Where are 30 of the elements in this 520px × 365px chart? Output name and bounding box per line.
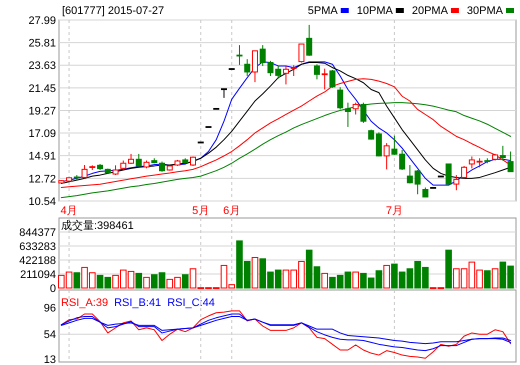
y-tick-label: 19.27 (28, 105, 56, 118)
legend-label: 20PMA (412, 5, 449, 17)
legend-label: 10PMA (356, 5, 394, 17)
y-tick-label: 96 (44, 302, 56, 315)
y-tick-label: 14.91 (28, 150, 56, 163)
x-tick-label: 4月 (60, 205, 78, 217)
legend-label: 30PMA (466, 5, 504, 17)
y-tick-label: 10.54 (28, 196, 56, 208)
series-label: RSI_C:44 (167, 297, 215, 309)
x-tick-label: 5月 (192, 205, 210, 217)
legend-label: 5PMA (308, 5, 338, 17)
x-tick-label: 6月 (223, 205, 240, 217)
y-tick-label: 25.81 (28, 38, 56, 50)
chart-title: [601777] 2015-07-27 (62, 5, 164, 17)
y-tick-label: 54 (44, 329, 56, 342)
series-label: RSI_B:41 (114, 297, 162, 309)
y-tick-label: 27.99 (28, 15, 56, 27)
y-tick-label: 13 (44, 354, 56, 365)
y-tick-label: 17.09 (28, 128, 56, 140)
y-tick-label: 211094 (20, 268, 56, 281)
y-tick-label: 422188 (19, 254, 56, 267)
y-tick-label: 21.45 (28, 82, 56, 95)
y-tick-label: 12.72 (28, 173, 56, 186)
x-tick-label: 7月 (386, 205, 403, 217)
y-tick-label: 633283 (19, 240, 56, 253)
y-tick-label: 0 (50, 283, 56, 295)
y-tick-label: 23.63 (28, 60, 56, 72)
series-label: RSI_A:39 (61, 297, 108, 309)
chart-title: 成交量:398461 (61, 219, 134, 232)
y-tick-label: 844377 (19, 226, 56, 239)
